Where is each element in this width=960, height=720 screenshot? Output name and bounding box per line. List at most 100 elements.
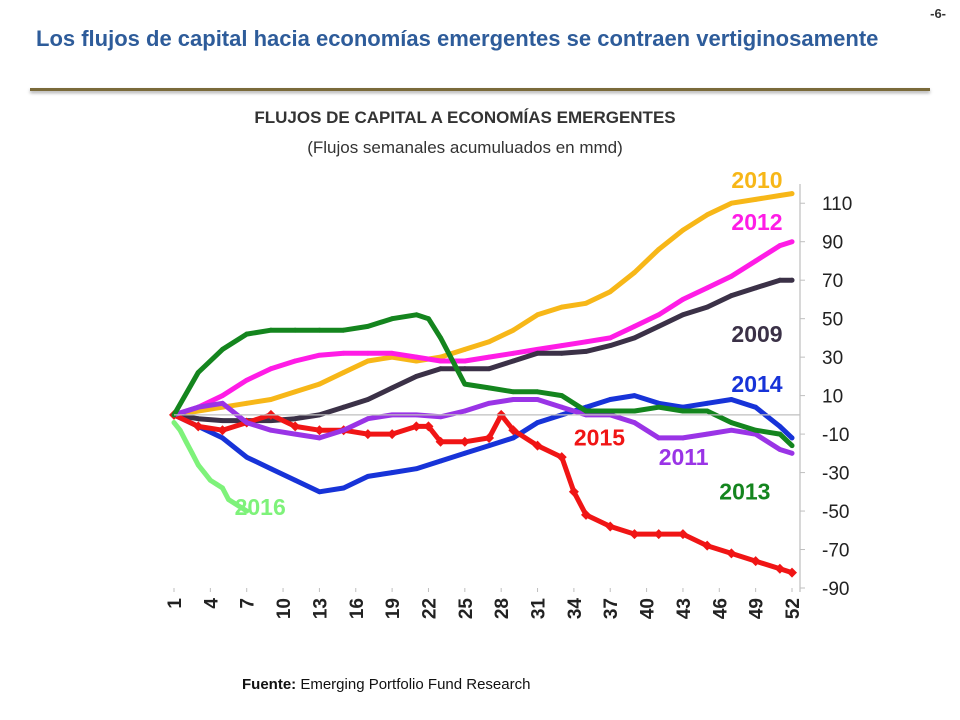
chart-title: FLUJOS DE CAPITAL A ECONOMÍAS EMERGENTES (254, 108, 676, 127)
x-tick-label: 49 (747, 598, 768, 619)
data-point-2013 (195, 370, 201, 375)
x-tick-label: 46 (710, 598, 731, 619)
data-point-2009 (607, 343, 613, 348)
data-point-2009 (341, 404, 347, 410)
data-point-2010 (292, 389, 298, 395)
x-tick-label: 43 (674, 598, 695, 619)
data-point-2015 (726, 548, 737, 559)
data-point-2010 (317, 381, 322, 387)
data-point-2013 (753, 427, 759, 433)
data-point-2012 (753, 258, 759, 264)
data-point-2016 (232, 500, 237, 506)
data-point-2016 (238, 504, 244, 510)
data-point-2013 (317, 327, 322, 333)
data-point-2009 (559, 350, 565, 356)
data-point-2015 (787, 567, 797, 578)
data-point-2011 (510, 397, 516, 402)
data-point-2013 (292, 327, 298, 333)
data-point-2012 (789, 239, 795, 245)
data-point-2013 (632, 408, 637, 414)
data-point-2014 (607, 397, 613, 402)
data-point-2015 (750, 556, 761, 567)
data-point-2011 (535, 397, 540, 402)
data-point-2010 (789, 191, 795, 197)
series-label-2012: 2012 (731, 209, 782, 235)
data-point-2010 (632, 270, 637, 275)
data-point-2012 (413, 354, 419, 360)
data-point-2015 (653, 529, 664, 540)
x-tick-label: 31 (529, 598, 550, 620)
data-point-2014 (365, 474, 371, 479)
data-point-2011 (559, 404, 565, 410)
data-point-2015 (677, 529, 688, 540)
data-point-2012 (341, 350, 347, 356)
y-tick-label: 70 (822, 271, 843, 292)
data-point-2014 (244, 454, 250, 460)
series-label-2009: 2009 (731, 321, 782, 347)
data-point-2011 (680, 435, 686, 441)
data-point-2013 (413, 312, 419, 318)
data-point-2009 (789, 277, 795, 283)
data-point-2014 (413, 466, 419, 472)
data-point-2013 (365, 323, 371, 329)
data-point-2013 (704, 408, 710, 414)
data-point-2013 (486, 385, 492, 391)
data-point-2013 (220, 347, 225, 352)
data-point-2012 (389, 350, 395, 356)
data-point-2012 (244, 377, 250, 383)
x-tick-label: 16 (347, 598, 368, 619)
data-point-2013 (341, 327, 347, 333)
data-point-2013 (510, 389, 516, 395)
data-point-2016 (183, 439, 189, 445)
data-point-2009 (462, 366, 468, 372)
y-tick-label: 50 (822, 310, 843, 331)
data-point-2013 (438, 335, 443, 341)
data-point-2012 (583, 339, 589, 345)
data-point-2009 (268, 418, 274, 424)
chart-subtitle: (Flujos semanales acumuluados en mmd) (307, 138, 623, 157)
data-point-2016 (189, 450, 195, 456)
axes-layer: 110 90 70 50 30 10 -10 -30 -50 -70 -90 1 4 7 10 13 16 19 2… (165, 184, 852, 619)
data-point-2010 (729, 200, 734, 206)
data-point-2011 (244, 420, 250, 425)
data-point-2013 (559, 393, 565, 399)
data-point-2011 (438, 414, 443, 420)
data-point-2010 (704, 212, 710, 218)
data-point-2010 (244, 400, 250, 406)
data-point-2014 (656, 400, 662, 406)
data-point-2012 (317, 352, 322, 358)
data-point-2014 (704, 400, 710, 406)
data-point-2015 (217, 425, 228, 436)
y-tick-label: -70 (822, 541, 849, 562)
data-point-2016 (177, 427, 183, 433)
x-tick-label: 10 (274, 598, 295, 619)
data-point-2010 (583, 300, 589, 306)
data-point-2015 (568, 486, 579, 497)
data-point-2011 (729, 427, 734, 433)
data-point-2012 (365, 350, 371, 356)
data-point-2012 (559, 343, 565, 348)
data-point-2015 (508, 425, 519, 436)
data-point-2009 (656, 323, 662, 329)
x-tick-label: 7 (238, 598, 259, 609)
data-point-2015 (702, 540, 713, 551)
data-point-2013 (777, 431, 783, 437)
data-point-2011 (195, 404, 201, 410)
x-tick-label: 19 (383, 598, 404, 619)
x-tick-label: 13 (310, 598, 331, 619)
data-point-2014 (462, 450, 468, 456)
data-point-2010 (268, 397, 274, 402)
data-point-2012 (220, 393, 225, 399)
data-point-2014 (292, 477, 298, 483)
data-point-2016 (226, 497, 231, 502)
data-point-2009 (753, 285, 759, 291)
data-point-2013 (462, 381, 468, 387)
data-point-2015 (459, 436, 470, 447)
y-tick-label: -90 (822, 579, 849, 600)
data-point-2014 (510, 435, 516, 441)
data-point-2015 (435, 436, 446, 447)
y-tick-label: -10 (822, 425, 849, 446)
series-label-2013: 2013 (719, 479, 770, 505)
data-point-2009 (535, 350, 540, 356)
data-point-2009 (680, 312, 686, 318)
